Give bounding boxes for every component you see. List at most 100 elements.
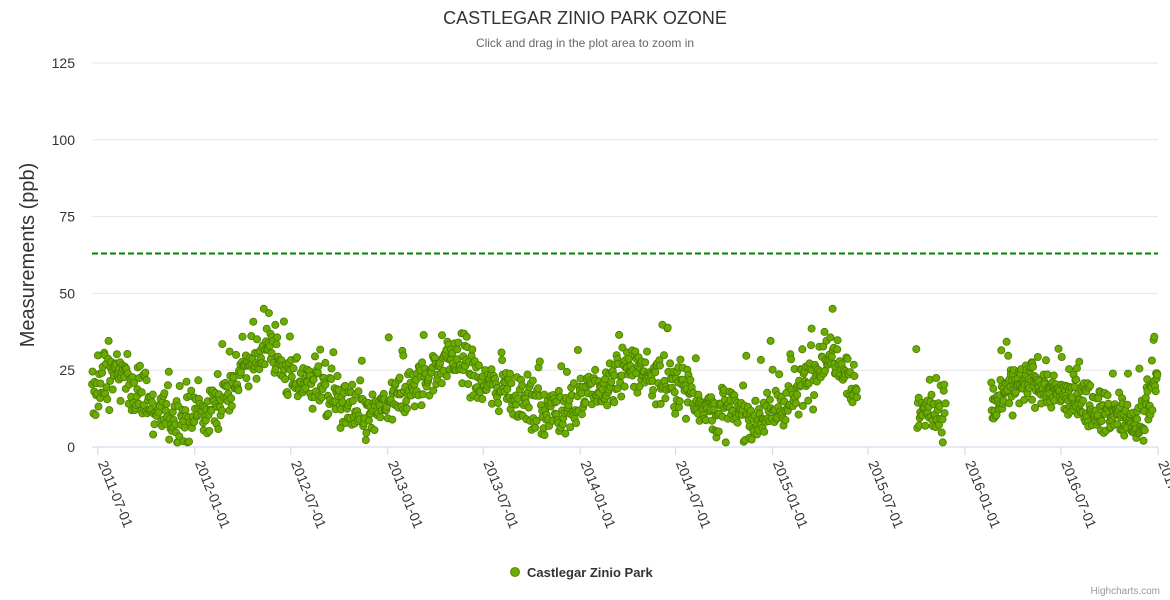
data-point[interactable] bbox=[279, 317, 288, 326]
data-point[interactable] bbox=[535, 357, 544, 366]
data-point[interactable] bbox=[656, 361, 665, 370]
data-point[interactable] bbox=[1075, 357, 1084, 366]
data-point[interactable] bbox=[1139, 436, 1148, 445]
data-point[interactable] bbox=[721, 438, 730, 447]
data-point[interactable] bbox=[804, 396, 813, 405]
data-point[interactable] bbox=[528, 376, 537, 385]
data-point[interactable] bbox=[453, 345, 462, 354]
data-point[interactable] bbox=[148, 390, 157, 399]
data-point[interactable] bbox=[938, 438, 947, 447]
data-point[interactable] bbox=[1103, 391, 1112, 400]
data-point[interactable] bbox=[603, 401, 612, 410]
data-point[interactable] bbox=[775, 370, 784, 379]
data-point[interactable] bbox=[572, 419, 581, 428]
data-point[interactable] bbox=[618, 343, 627, 352]
data-point[interactable] bbox=[1005, 399, 1014, 408]
data-point[interactable] bbox=[798, 401, 807, 410]
data-point[interactable] bbox=[747, 435, 756, 444]
data-point[interactable] bbox=[259, 304, 268, 313]
data-point[interactable] bbox=[1049, 371, 1058, 380]
data-point[interactable] bbox=[787, 355, 796, 364]
data-point[interactable] bbox=[670, 388, 679, 397]
data-point[interactable] bbox=[361, 436, 370, 445]
data-point[interactable] bbox=[1135, 364, 1144, 373]
data-point[interactable] bbox=[1029, 362, 1038, 371]
legend-label[interactable]: Castlegar Zinio Park bbox=[527, 565, 653, 580]
data-point[interactable] bbox=[940, 409, 949, 418]
data-point[interactable] bbox=[809, 405, 818, 414]
legend-item[interactable]: Castlegar Zinio Park bbox=[510, 565, 654, 580]
data-point[interactable] bbox=[649, 386, 658, 395]
data-point[interactable] bbox=[843, 354, 852, 363]
data-point[interactable] bbox=[1108, 369, 1117, 378]
data-point[interactable] bbox=[610, 398, 619, 407]
data-point[interactable] bbox=[666, 359, 675, 368]
data-point[interactable] bbox=[150, 420, 159, 429]
data-point[interactable] bbox=[561, 429, 570, 438]
data-point[interactable] bbox=[756, 355, 765, 364]
data-point[interactable] bbox=[214, 424, 223, 433]
data-point[interactable] bbox=[454, 338, 463, 347]
data-point[interactable] bbox=[213, 370, 222, 379]
data-point[interactable] bbox=[123, 349, 132, 358]
data-point[interactable] bbox=[760, 427, 769, 436]
legend-marker[interactable] bbox=[510, 567, 520, 577]
data-point[interactable] bbox=[163, 381, 172, 390]
data-point[interactable] bbox=[370, 426, 379, 435]
data-point[interactable] bbox=[238, 332, 247, 341]
data-point[interactable] bbox=[310, 352, 319, 361]
data-point[interactable] bbox=[356, 376, 365, 385]
data-point[interactable] bbox=[280, 375, 289, 384]
data-point[interactable] bbox=[1065, 365, 1074, 374]
data-point[interactable] bbox=[106, 376, 115, 385]
data-point[interactable] bbox=[927, 390, 936, 399]
data-point[interactable] bbox=[768, 365, 777, 374]
data-point[interactable] bbox=[194, 376, 203, 385]
data-point[interactable] bbox=[234, 386, 243, 395]
data-point[interactable] bbox=[676, 355, 685, 364]
data-point[interactable] bbox=[643, 347, 652, 356]
data-point[interactable] bbox=[751, 396, 760, 405]
data-point[interactable] bbox=[523, 370, 532, 379]
data-point[interactable] bbox=[852, 385, 861, 394]
data-point[interactable] bbox=[1097, 416, 1106, 425]
data-point[interactable] bbox=[1133, 415, 1142, 424]
data-point[interactable] bbox=[1004, 351, 1013, 360]
data-point[interactable] bbox=[937, 428, 946, 437]
data-point[interactable] bbox=[292, 353, 301, 362]
data-point[interactable] bbox=[686, 375, 695, 384]
data-point[interactable] bbox=[162, 399, 171, 408]
data-point[interactable] bbox=[165, 435, 174, 444]
data-point[interactable] bbox=[651, 368, 660, 377]
data-point[interactable] bbox=[1033, 352, 1042, 361]
data-point[interactable] bbox=[429, 386, 438, 395]
data-point[interactable] bbox=[997, 346, 1006, 355]
data-point[interactable] bbox=[828, 304, 837, 313]
data-point[interactable] bbox=[793, 390, 802, 399]
data-point[interactable] bbox=[682, 414, 691, 423]
data-point[interactable] bbox=[1148, 406, 1157, 415]
data-point[interactable] bbox=[175, 381, 184, 390]
data-point[interactable] bbox=[160, 389, 169, 398]
data-point[interactable] bbox=[395, 373, 404, 382]
data-point[interactable] bbox=[1147, 356, 1156, 365]
data-point[interactable] bbox=[437, 331, 446, 340]
data-point[interactable] bbox=[182, 377, 191, 386]
data-point[interactable] bbox=[577, 410, 586, 419]
data-point[interactable] bbox=[671, 409, 680, 418]
data-point[interactable] bbox=[309, 375, 318, 384]
data-point[interactable] bbox=[252, 335, 261, 344]
data-point[interactable] bbox=[362, 428, 371, 437]
data-point[interactable] bbox=[791, 399, 800, 408]
data-point[interactable] bbox=[399, 351, 408, 360]
data-point[interactable] bbox=[252, 374, 261, 383]
data-point[interactable] bbox=[518, 381, 527, 390]
data-point[interactable] bbox=[368, 390, 377, 399]
data-point[interactable] bbox=[807, 324, 816, 333]
data-point[interactable] bbox=[557, 362, 566, 371]
data-point[interactable] bbox=[1031, 403, 1040, 412]
data-point[interactable] bbox=[810, 391, 819, 400]
data-point[interactable] bbox=[354, 387, 363, 396]
data-point[interactable] bbox=[941, 399, 950, 408]
data-point[interactable] bbox=[376, 413, 385, 422]
